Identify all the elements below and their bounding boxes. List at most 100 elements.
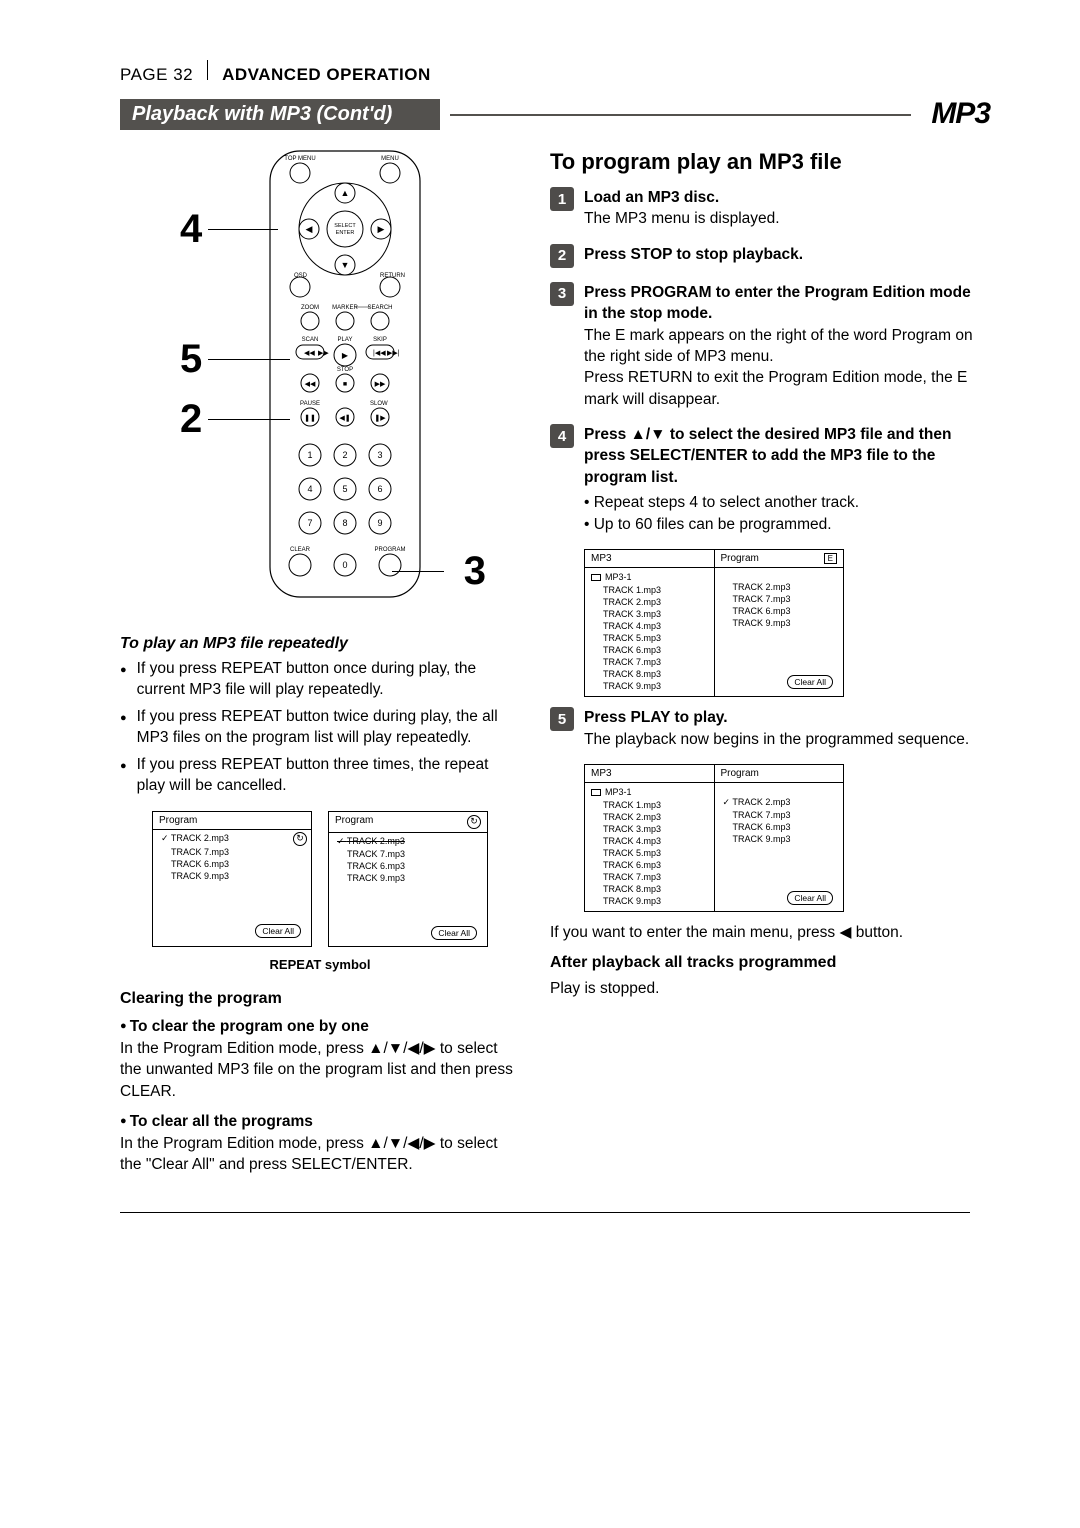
step-5: 5 Press PLAY to play. The playback now b… [550,707,980,750]
banner: Playback with MP3 (Cont'd) [120,99,440,130]
repeat-heading: To play an MP3 file repeatedly [120,635,520,653]
track-item: TRACK 7.mp3 [589,871,710,883]
remote-svg: TOP MENU MENU SELECT ENTER ▲ ▼ ◀ ▶ OSD R… [250,149,440,599]
menu-header-left: MP3 [585,550,715,569]
mp3-logo: MP3 [931,97,1010,131]
edition-badge-icon: E [824,553,837,565]
svg-text:RETURN: RETURN [380,273,405,279]
track-item: TRACK 2.mp3 [589,596,710,608]
svg-text:▼: ▼ [341,260,350,270]
callout-5: 5 [180,337,202,382]
clear-all-button: Clear All [431,926,477,940]
track-item: TRACK 6.mp3 [719,821,840,833]
clear-all-button: Clear All [255,924,301,938]
repeat-bullets: If you press REPEAT button once during p… [120,659,520,797]
track-item: TRACK 5.mp3 [589,847,710,859]
folder-row: MP3-1 [589,785,710,799]
svg-text:8: 8 [342,518,347,528]
track-item: TRACK 1.mp3 [589,584,710,596]
svg-text:6: 6 [377,484,382,494]
program-menu-single-repeat: Program TRACK 2.mp3 ↻ TRACK 7.mp3 TRACK … [152,811,312,947]
repeat-icon: ↻ [293,832,307,846]
header-divider [207,60,208,80]
callout-4: 4 [180,207,202,252]
program-menu-all-repeat: Program↻ TRACK 2.mp3 TRACK 7.mp3 TRACK 6… [328,811,488,947]
svg-text:◀❚: ◀❚ [339,414,350,422]
svg-text:▶▶: ▶▶ [375,381,386,388]
svg-text:MARKER: MARKER [332,305,358,311]
track-item: TRACK 8.mp3 [589,668,710,680]
step-bullet: Repeat steps 4 to select another track. [584,492,980,513]
svg-text:STOP: STOP [337,367,353,373]
svg-text:ENTER: ENTER [336,230,355,236]
track-item: TRACK 9.mp3 [719,833,840,845]
step-text: The MP3 menu is displayed. [584,210,780,227]
banner-rule [450,114,911,116]
mp3-menu-edition: MP3 ProgramE MP3-1 TRACK 1.mp3 TRACK 2.m… [584,549,844,698]
step-4: 4 Press ▲/▼ to select the desired MP3 fi… [550,424,980,535]
svg-text:5: 5 [342,484,347,494]
clear-all-block: To clear all the programs In the Program… [120,1113,520,1176]
step-number-icon: 4 [550,424,574,448]
subheading: To clear all the programs [120,1113,520,1131]
step-number-icon: 5 [550,707,574,731]
body-text: In the Program Edition mode, press ▲/▼/◀… [120,1038,520,1103]
svg-text:PAUSE: PAUSE [300,401,320,407]
track-item: TRACK 9.mp3 [157,870,307,882]
section-title: ADVANCED OPERATION [222,65,431,85]
clearing-heading: Clearing the program [120,990,520,1008]
track-item: TRACK 3.mp3 [589,823,710,835]
track-item: TRACK 4.mp3 [589,620,710,632]
svg-text:OSD: OSD [294,273,308,279]
bullet-text: If you press REPEAT button three times, … [137,755,520,797]
svg-text:PROGRAM: PROGRAM [374,547,405,553]
svg-text:PLAY: PLAY [338,337,353,343]
folder-icon [591,789,601,796]
track-item: TRACK 9.mp3 [589,895,710,907]
folder-row: MP3-1 [589,570,710,584]
step-text: The playback now begins in the programme… [584,731,969,748]
page-header: PAGE 32 ADVANCED OPERATION [120,60,1010,85]
svg-text:3: 3 [377,450,382,460]
svg-text:▶▶: ▶▶ [318,350,329,357]
svg-text:◀: ◀ [306,224,313,234]
step-text: Press RETURN to exit the Program Edition… [584,369,967,407]
step-3: 3 Press PROGRAM to enter the Program Edi… [550,282,980,410]
page-number: PAGE 32 [120,65,193,85]
svg-text:SKIP: SKIP [373,337,387,343]
track-item: TRACK 7.mp3 [719,809,840,821]
svg-text:SCAN: SCAN [302,337,319,343]
svg-text:▶: ▶ [378,224,385,234]
clear-all-button: Clear All [787,891,833,905]
banner-row: Playback with MP3 (Cont'd) MP3 [120,97,1010,131]
track-item: TRACK 3.mp3 [589,608,710,620]
menu-header-right: Program [721,768,759,779]
track-item: TRACK 9.mp3 [719,617,840,629]
step-2: 2 Press STOP to stop playback. [550,244,980,268]
svg-text:TOP MENU: TOP MENU [284,156,315,162]
track-item: TRACK 8.mp3 [589,883,710,895]
svg-text:◀◀: ◀◀ [304,350,315,357]
repeat-menu-pair: Program TRACK 2.mp3 ↻ TRACK 7.mp3 TRACK … [120,811,520,947]
svg-text:❚❚: ❚❚ [304,414,316,422]
track-item: TRACK 7.mp3 [333,848,483,860]
after-heading: After playback all tracks programmed [550,954,980,972]
track-item: TRACK 7.mp3 [719,593,840,605]
svg-text:▶: ▶ [342,351,349,360]
step-title: Press PLAY to play. [584,709,728,726]
program-title: To program play an MP3 file [550,149,980,175]
svg-text:ZOOM: ZOOM [301,305,319,311]
step-number-icon: 3 [550,282,574,306]
svg-text:0: 0 [342,560,347,570]
svg-text:▶▶|: ▶▶| [387,350,400,357]
track-item: TRACK 9.mp3 [589,680,710,692]
track-item: TRACK 4.mp3 [589,835,710,847]
svg-text:■: ■ [343,381,347,388]
svg-text:1: 1 [307,450,312,460]
track-item: TRACK 2.mp3 [719,581,840,593]
menu-header: Program [335,815,373,829]
svg-text:❚▶: ❚▶ [374,414,386,422]
step-number-icon: 1 [550,187,574,211]
step-bullet: Up to 60 files can be programmed. [584,514,980,535]
svg-text:CLEAR: CLEAR [290,547,311,553]
